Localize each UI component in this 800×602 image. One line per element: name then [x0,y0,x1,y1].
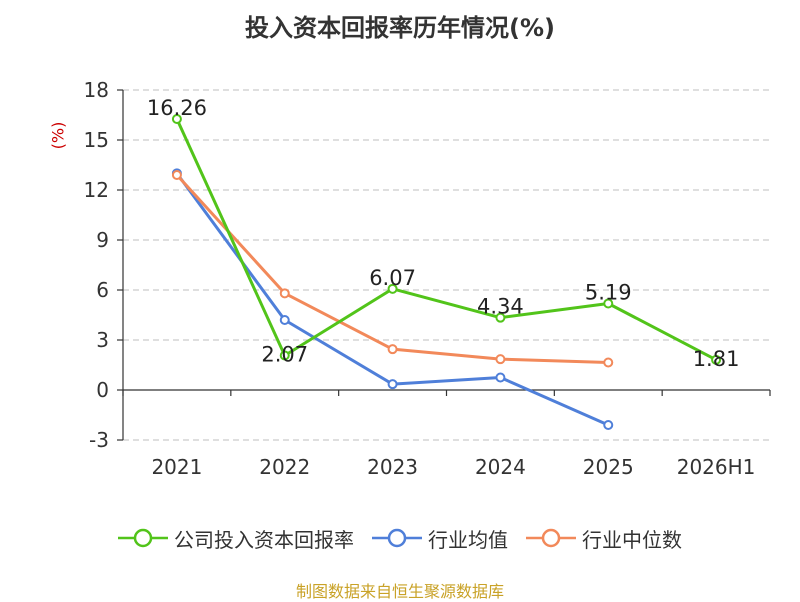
chart-title: 投入资本回报率历年情况(%) [245,14,555,42]
legend-marker-industry-mean [372,528,422,548]
data-labels: 16.26 2.07 6.07 4.34 5.19 1.81 [147,96,740,371]
data-point[interactable] [387,379,398,390]
legend-marker-industry-median [526,528,576,548]
series-lines [171,114,722,430]
x-tick-label: 2023 [367,455,418,479]
legend-marker-company-roic [118,528,168,548]
data-point[interactable] [711,354,722,365]
data-point[interactable] [171,114,182,124]
data-point[interactable] [603,420,614,430]
legend-item-company-roic[interactable]: 公司投入资本回报率 [118,524,354,553]
x-tick-label: 2022 [259,455,310,479]
data-label: 4.34 [477,295,524,319]
x-tick-label: 2026H1 [677,455,756,479]
data-point[interactable] [495,354,506,365]
data-point[interactable] [603,357,614,368]
legend-label-industry-mean: 行业均值 [428,527,508,552]
data-label: 5.19 [585,281,632,305]
legend-item-industry-mean[interactable]: 行业均值 [372,524,508,553]
data-point[interactable] [387,283,398,294]
y-tick-label: 0 [96,378,109,402]
axes: -3 0 3 6 9 12 15 18 2021 2022 2023 2024 2025 2026H1 [84,78,771,479]
data-point[interactable] [171,170,182,180]
y-tick-label: -3 [89,428,109,452]
data-point[interactable] [279,350,290,361]
data-point[interactable] [495,372,506,383]
legend-label-company-roic: 公司投入资本回报率 [174,527,354,552]
legend: 公司投入资本回报率 行业均值 行业中位数 [0,520,800,556]
y-tick-label: 15 [84,128,109,152]
y-tick-label: 6 [96,278,109,302]
data-label: 16.26 [147,96,207,120]
data-label: 6.07 [369,266,416,290]
x-tick-label: 2021 [151,455,202,479]
data-point[interactable] [279,288,290,299]
y-tick-label: 9 [96,228,109,252]
y-tick-label: 18 [84,78,109,102]
data-point[interactable] [495,312,506,323]
x-tick-label: 2024 [475,455,526,479]
data-label: 2.07 [261,343,308,367]
y-tick-label: 3 [96,328,109,352]
x-tick-label: 2025 [583,455,634,479]
source-note: 制图数据来自恒生聚源数据库 [295,582,504,601]
y-tick-label: 12 [84,178,109,202]
legend-label-industry-median: 行业中位数 [582,527,682,552]
series-line-0 [175,118,717,362]
gridlines [123,89,770,441]
data-point[interactable] [387,344,398,355]
data-label: 1.81 [693,347,740,371]
data-point[interactable] [603,298,614,309]
legend-item-industry-median[interactable]: 行业中位数 [526,524,682,553]
data-point[interactable] [279,315,290,325]
